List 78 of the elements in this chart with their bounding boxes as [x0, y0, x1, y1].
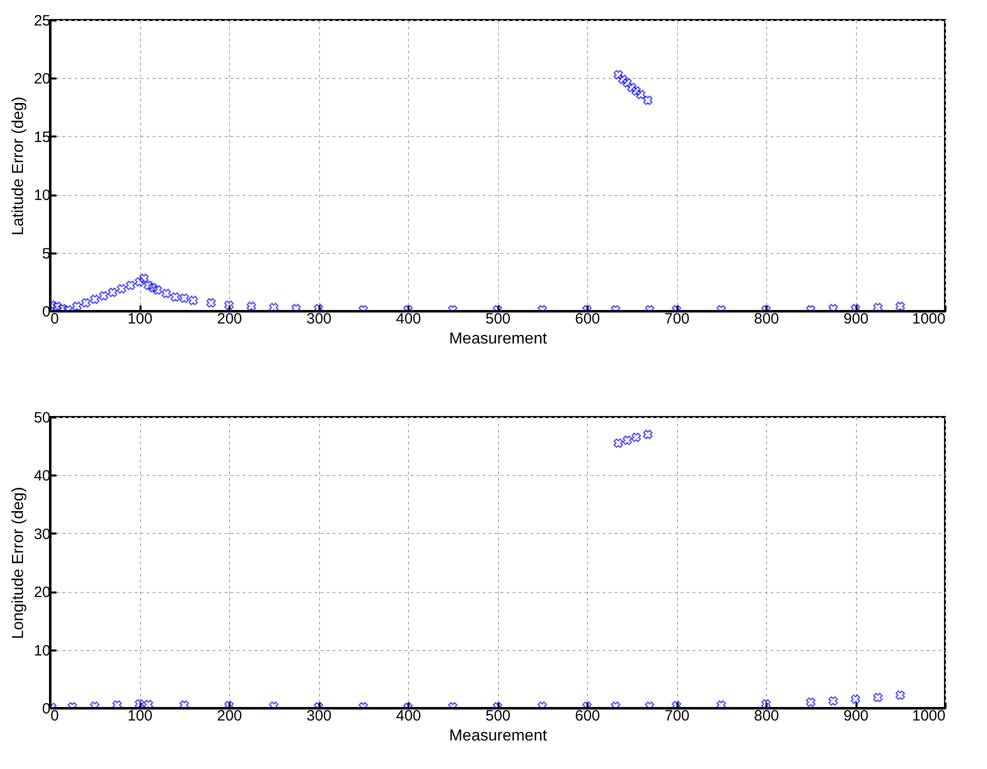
point — [139, 274, 149, 284]
x-axis-title: Measurement — [449, 330, 548, 348]
point — [806, 697, 816, 707]
point — [631, 86, 641, 96]
point — [873, 692, 883, 702]
point — [90, 294, 100, 304]
x-tick-label: 900 — [843, 310, 869, 328]
point — [614, 70, 624, 80]
x-tick-label: 100 — [127, 310, 153, 328]
x-tick-label: 1000 — [912, 708, 946, 724]
point — [643, 430, 653, 440]
point — [58, 304, 68, 311]
point — [148, 282, 158, 292]
point — [622, 436, 632, 446]
x-tick-label: 400 — [396, 310, 422, 328]
x-tick-label: 600 — [574, 708, 600, 724]
point — [761, 699, 771, 708]
point — [134, 699, 144, 708]
x-tick-label: 500 — [485, 310, 511, 328]
point — [246, 302, 256, 311]
point — [112, 700, 122, 708]
point — [134, 277, 144, 287]
point — [180, 293, 189, 303]
point — [126, 280, 136, 290]
x-tick-label: 200 — [216, 708, 242, 724]
point — [631, 432, 641, 442]
x-tick-label: 800 — [754, 708, 780, 724]
x-tick-label: 700 — [664, 310, 690, 328]
point — [627, 82, 636, 92]
y-axis-title: Longitude Error (deg) — [10, 486, 27, 640]
x-tick-label: 1000 — [912, 310, 946, 328]
y-tick-label: 15 — [34, 128, 50, 146]
point — [716, 700, 726, 708]
x-tick-label: 300 — [306, 708, 332, 724]
point — [643, 96, 653, 106]
point — [152, 285, 162, 295]
y-axis-title: Latitude Error (deg) — [10, 96, 27, 236]
point — [116, 284, 126, 294]
point — [144, 700, 154, 708]
point — [828, 304, 838, 311]
x-tick-label: 900 — [843, 708, 869, 724]
point — [98, 291, 108, 301]
point — [108, 288, 118, 298]
point — [188, 296, 198, 306]
x-tick-label: 200 — [216, 310, 242, 328]
point — [81, 298, 91, 308]
point — [896, 302, 905, 311]
x-axis-title: Measurement — [449, 728, 548, 744]
point — [828, 696, 838, 706]
x-tick-label: 700 — [664, 708, 690, 724]
point — [72, 302, 82, 311]
point — [144, 280, 154, 290]
x-tick-label: 300 — [306, 310, 332, 328]
x-tick-label: 600 — [574, 310, 600, 328]
x-tick-label: 400 — [396, 708, 422, 724]
point — [636, 90, 646, 100]
point — [269, 302, 278, 311]
point — [672, 700, 682, 708]
x-tick-label: 500 — [485, 708, 511, 724]
point — [614, 438, 624, 448]
x-tick-label: 800 — [754, 310, 780, 328]
point — [896, 690, 905, 700]
point — [206, 298, 216, 308]
point — [850, 694, 860, 704]
point — [52, 302, 62, 311]
point — [622, 78, 632, 88]
point — [170, 292, 180, 302]
y-tick-label: 25 — [34, 12, 50, 30]
point — [224, 700, 234, 708]
point — [618, 74, 628, 84]
point — [224, 300, 234, 310]
x-tick-label: 100 — [127, 708, 153, 724]
point — [180, 700, 189, 708]
point — [162, 288, 172, 298]
point — [850, 304, 860, 311]
point — [291, 304, 301, 311]
point — [314, 304, 324, 311]
point — [873, 302, 883, 311]
